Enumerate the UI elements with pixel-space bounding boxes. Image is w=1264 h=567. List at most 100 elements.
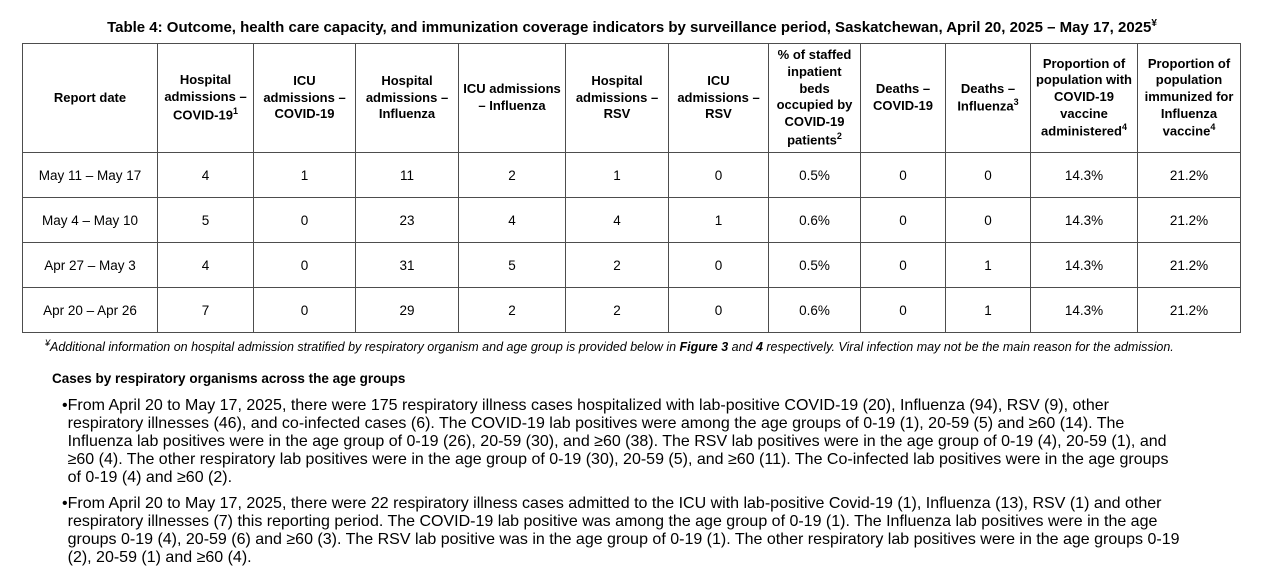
footnote-text: and: [728, 340, 756, 355]
value-cell: 21.2%: [1137, 152, 1241, 198]
column-header-label: Hospital admissions – Influenza: [365, 73, 449, 122]
column-header: Deaths – Influenza3: [945, 43, 1031, 153]
value-cell: 14.3%: [1030, 197, 1138, 243]
bullet-item: • From April 20 to May 17, 2025, there we…: [62, 495, 1186, 567]
value-cell: 4: [458, 197, 566, 243]
value-cell: 0.6%: [768, 287, 861, 333]
value-cell: 11: [355, 152, 459, 198]
value-cell: 0: [945, 197, 1031, 243]
bullet-list: • From April 20 to May 17, 2025, there we…: [62, 397, 1186, 567]
value-cell: 7: [157, 287, 254, 333]
value-cell: 0.5%: [768, 152, 861, 198]
column-header-label: Deaths – COVID-19: [873, 81, 933, 113]
value-cell: 2: [458, 287, 566, 333]
value-cell: 1: [945, 287, 1031, 333]
footnote-text: Additional information on hospital admis…: [50, 340, 680, 355]
column-header: ICU admissions – RSV: [668, 43, 769, 153]
footnote-text: respectively. Viral infection may not be…: [762, 340, 1174, 355]
column-header-label: Hospital admissions – COVID-19: [164, 72, 247, 122]
table-title: Table 4: Outcome, health care capacity, …: [22, 18, 1242, 36]
value-cell: 0.6%: [768, 197, 861, 243]
report-date-cell: Apr 27 – May 3: [22, 242, 158, 288]
table-footnote: ¥Additional information on hospital admi…: [45, 338, 1242, 355]
value-cell: 14.3%: [1030, 152, 1138, 198]
value-cell: 5: [157, 197, 254, 243]
column-header-footnote-marker: 3: [1013, 97, 1019, 108]
value-cell: 2: [565, 242, 669, 288]
column-header: Proportion of population with COVID-19 v…: [1030, 43, 1138, 153]
value-cell: 0: [945, 152, 1031, 198]
value-cell: 29: [355, 287, 459, 333]
value-cell: 4: [157, 242, 254, 288]
value-cell: 4: [157, 152, 254, 198]
value-cell: 0.5%: [768, 242, 861, 288]
column-header-label: ICU admissions – COVID-19: [263, 73, 346, 122]
value-cell: 1: [565, 152, 669, 198]
value-cell: 4: [565, 197, 669, 243]
value-cell: 23: [355, 197, 459, 243]
surveillance-indicators-table: Report date Hospital admissions – COVID-1…: [22, 43, 1241, 333]
column-header: ICU admissions – COVID-19: [253, 43, 356, 153]
column-header-label: ICU admissions – Influenza: [463, 81, 561, 113]
bullet-text: From April 20 to May 17, 2025, there wer…: [67, 397, 1169, 487]
value-cell: 0: [668, 152, 769, 198]
column-header-footnote-marker: 1: [232, 105, 238, 116]
bullet-marker-icon: •: [62, 397, 68, 415]
footnote-marker: ¥: [45, 338, 51, 348]
value-cell: 31: [355, 242, 459, 288]
value-cell: 1: [668, 197, 769, 243]
column-header: Hospital admissions – Influenza: [355, 43, 459, 153]
column-header: % of staffed inpatient beds occupied by …: [768, 43, 861, 153]
value-cell: 21.2%: [1137, 287, 1241, 333]
value-cell: 0: [253, 197, 356, 243]
value-cell: 21.2%: [1137, 242, 1241, 288]
column-header-footnote-marker: 4: [1121, 122, 1127, 133]
report-date-cell: May 11 – May 17: [22, 152, 158, 198]
column-header-label: Report date: [53, 89, 127, 105]
column-header-label: ICU admissions – RSV: [677, 73, 760, 122]
column-header: Hospital admissions – RSV: [565, 43, 669, 153]
column-header: Proportion of population immunized for I…: [1137, 43, 1241, 153]
bullet-text: From April 20 to May 17, 2025, there wer…: [67, 495, 1180, 567]
table-row: Apr 20 – Apr 26 7 0 29 2 2 0 0.6% 0 1 14.3% 21.2%: [22, 287, 1241, 333]
footnote-figure4-ref: 4: [755, 340, 763, 355]
column-header: Hospital admissions – COVID-191: [157, 43, 254, 153]
column-header-label: Proportion of population immunized for I…: [1144, 55, 1234, 139]
header-row: Report date Hospital admissions – COVID-1…: [22, 43, 1241, 153]
value-cell: 14.3%: [1030, 287, 1138, 333]
value-cell: 0: [253, 287, 356, 333]
value-cell: 0: [253, 242, 356, 288]
column-header-label: % of staffed inpatient beds occupied by …: [776, 47, 853, 147]
column-header-footnote-marker: 4: [1210, 122, 1216, 133]
report-date-cell: May 4 – May 10: [22, 197, 158, 243]
value-cell: 2: [565, 287, 669, 333]
section-heading: Cases by respiratory organisms across th…: [52, 371, 406, 387]
table-row: Apr 27 – May 3 4 0 31 5 2 0 0.5% 0 1 14.3% 21.2%: [22, 242, 1241, 288]
table-body: May 11 – May 17 4 1 11 2 1 0 0.5% 0 0 14.3% 21.2% Ma…: [22, 152, 1241, 333]
value-cell: 2: [458, 152, 566, 198]
bullet-marker-icon: •: [62, 495, 68, 513]
table-row: May 11 – May 17 4 1 11 2 1 0 0.5% 0 0 14.3% 21.2%: [22, 152, 1241, 198]
value-cell: 0: [668, 242, 769, 288]
value-cell: 0: [860, 152, 946, 198]
table-title-text: Table 4: Outcome, health care capacity, …: [107, 19, 1152, 36]
value-cell: 0: [668, 287, 769, 333]
value-cell: 0: [860, 242, 946, 288]
report-date-cell: Apr 20 – Apr 26: [22, 287, 158, 333]
value-cell: 5: [458, 242, 566, 288]
column-header-label: Proportion of population with COVID-19 v…: [1035, 55, 1133, 139]
bullet-item: • From April 20 to May 17, 2025, there we…: [62, 397, 1186, 487]
column-header: Report date: [22, 43, 158, 153]
value-cell: 1: [945, 242, 1031, 288]
column-header-label: Deaths – Influenza: [957, 80, 1016, 114]
column-header: Deaths – COVID-19: [860, 43, 946, 153]
footnote-figure3-ref: Figure 3: [679, 340, 729, 355]
value-cell: 0: [860, 287, 946, 333]
column-header-label: Hospital admissions – RSV: [575, 73, 659, 122]
value-cell: 0: [860, 197, 946, 243]
value-cell: 21.2%: [1137, 197, 1241, 243]
column-header-footnote-marker: 2: [836, 130, 842, 141]
table-header: Report date Hospital admissions – COVID-1…: [22, 43, 1241, 153]
table-row: May 4 – May 10 5 0 23 4 4 1 0.6% 0 0 14.3% 21.2%: [22, 197, 1241, 243]
